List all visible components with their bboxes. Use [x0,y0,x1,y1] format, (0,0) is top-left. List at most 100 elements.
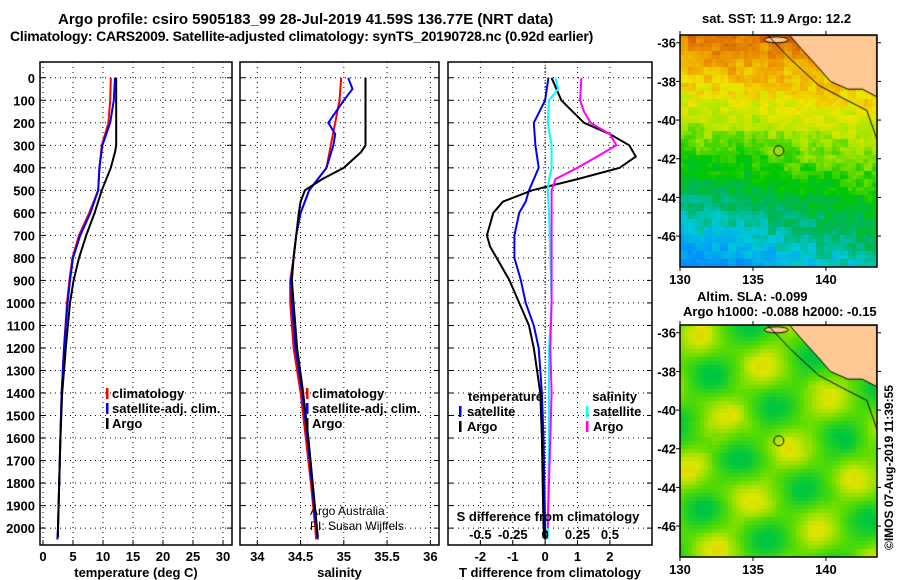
plot-frame [239,61,440,546]
sla-map-subtitle: Argo h1000: -0.088 h2000: -0.15 [683,304,877,319]
legend-swatch [459,421,462,432]
map-y-tick-label: -46 [657,519,676,534]
s-tick-label: -0.5 [469,527,491,542]
map-x-tick-label: 130 [669,272,691,287]
x-tick-label: -1 [507,549,519,564]
y-tick-label: 1300 [6,363,35,378]
x-tick-label: 36 [423,549,437,564]
legend-label: Argo [312,416,342,431]
y-tick-label: 1700 [6,454,35,469]
legend-swatch [106,388,109,399]
title-line1: Argo profile: csiro 5905183_99 28-Jul-20… [58,11,554,28]
y-tick-label: 1500 [6,409,35,424]
x-tick-label: 20 [156,549,170,564]
series-line-s-satellite [546,77,560,540]
map-y-tick-label: -42 [657,152,676,167]
map-y-tick-label: -46 [657,229,676,244]
sst-map-image [680,35,877,267]
map-x-tick-label: 140 [815,272,837,287]
x-tick-label: 35.5 [374,549,399,564]
x-tick-label: 2 [606,549,613,564]
y-tick-label: 900 [13,273,35,288]
x-axis-label: temperature (deg C) [74,565,198,580]
legend-label: satellite [467,404,515,419]
x-tick-label: 5 [69,549,76,564]
map-frame [679,324,878,558]
s-tick-label: 0 [542,527,549,542]
y-tick-label: 600 [13,206,35,221]
s-tick-label: 0.25 [565,527,590,542]
map-y-tick-label: -44 [657,190,677,205]
legend-label: Argo [593,419,623,434]
y-tick-label: 2000 [6,521,35,536]
x-tick-label: 25 [186,549,200,564]
x-tick-label: 15 [126,549,140,564]
legend-label: satellite-adj. clim. [112,401,220,416]
y-tick-label: 100 [13,93,35,108]
y-tick-label: 1000 [6,296,35,311]
map-frame [679,34,878,268]
legend-swatch [106,418,109,429]
sst-map-title: sat. SST: 11.9 Argo: 12.2 [702,11,852,26]
x-tick-label: -2 [475,549,487,564]
x-axis-label: salinity [317,565,363,580]
legend-label: climatology [112,386,185,401]
y-tick-label: 200 [13,116,35,131]
series-line-argo [57,77,118,538]
legend-label: Argo [112,416,142,431]
legend-title-temperature: temperature [468,389,543,404]
legend-swatch [306,388,309,399]
map-x-tick-label: 135 [742,562,764,577]
y-tick-label: 1800 [6,476,35,491]
x-tick-label: 0 [39,549,46,564]
legend-swatch [306,418,309,429]
y-tick-label: 1900 [6,499,35,514]
map-y-tick-label: -38 [657,364,676,379]
x-tick-label: 0 [542,549,549,564]
x-tick-label: 35 [337,549,351,564]
legend-label: climatology [312,386,385,401]
x-tick-label: 30 [216,549,230,564]
legend-swatch [106,403,109,414]
y-tick-label: 1600 [6,431,35,446]
legend-label: Argo [467,419,497,434]
series-line-t-satellite [513,77,550,540]
series-line-argo [290,77,367,538]
map-y-tick-label: -40 [657,113,676,128]
s-tick-label: 0.5 [601,527,619,542]
pi-name: PI: Susan Wijffels [310,519,404,533]
sla-map-image [680,325,877,557]
legend-swatch [306,403,309,414]
x-tick-label: 10 [96,549,110,564]
y-tick-label: 700 [13,228,35,243]
credit: Argo Australia [310,504,385,518]
y-tick-label: 800 [13,251,35,266]
y-tick-label: 1100 [7,318,35,333]
map-y-tick-label: -36 [657,36,676,51]
x-axis-label: T difference from climatology [459,565,642,580]
map-y-tick-label: -38 [657,74,676,89]
legend-swatch [586,406,589,417]
legend-swatch [586,421,589,432]
legend-label: satellite [593,404,641,419]
y-tick-label: 400 [13,161,35,176]
map-x-tick-label: 130 [669,562,691,577]
y-tick-label: 0 [28,71,35,86]
title-line2: Climatology: CARS2009. Satellite-adjuste… [10,28,594,44]
y-tick-label: 1200 [6,341,35,356]
legend-label: satellite-adj. clim. [312,401,420,416]
map-y-tick-label: -44 [657,480,677,495]
legend-title-salinity: salinity [592,389,638,404]
plot-frame [39,61,233,546]
plot-frame [447,61,653,546]
x-tick-label: 34.5 [288,549,313,564]
s-axis-label: S difference from climatology [457,509,641,524]
x-tick-label: 34 [250,549,265,564]
series-line-s-argo [546,77,618,529]
series-line-t-argo [485,77,638,538]
map-y-tick-label: -42 [657,442,676,457]
y-tick-label: 500 [13,183,35,198]
map-y-tick-label: -36 [657,326,676,341]
y-tick-label: 300 [13,138,35,153]
